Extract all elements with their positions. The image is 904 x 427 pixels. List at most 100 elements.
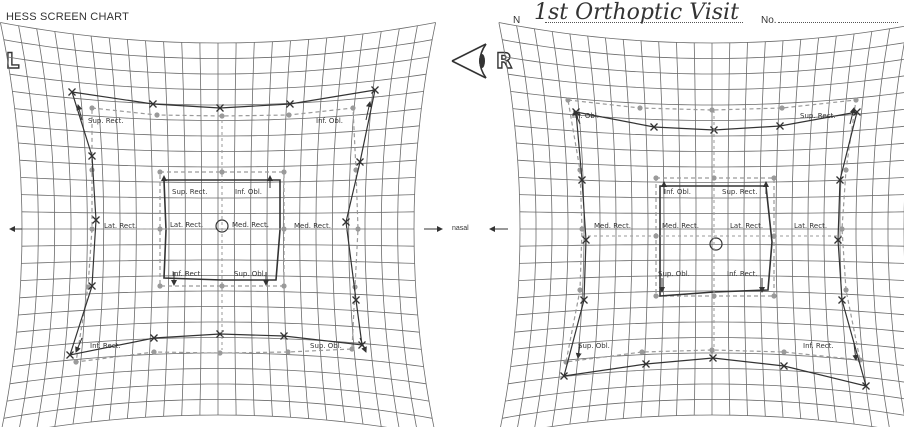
grid-line bbox=[518, 275, 904, 281]
left-chart-labels: Sup. Rect. Inf. Obl. Lat. Rect. Med. Rec… bbox=[88, 117, 343, 350]
grid-line bbox=[510, 91, 904, 106]
reference-dot bbox=[355, 226, 361, 232]
left-outer-reference bbox=[75, 107, 359, 363]
plot-cross-mark bbox=[280, 332, 288, 340]
reference-dot bbox=[151, 349, 157, 355]
name-dotted-line bbox=[545, 22, 743, 23]
grid-line bbox=[519, 259, 904, 264]
reference-dot bbox=[219, 283, 225, 289]
grid-line bbox=[19, 290, 417, 299]
grid-line bbox=[14, 337, 422, 350]
left-outer-label: Sup. Rect. bbox=[88, 117, 123, 125]
grid-line bbox=[516, 142, 904, 152]
grid-line bbox=[413, 22, 436, 427]
reference-dot bbox=[219, 113, 225, 119]
grid-line bbox=[20, 275, 416, 281]
grid-line bbox=[36, 28, 56, 427]
reference-dot bbox=[219, 169, 225, 175]
left-inner-label: Lat. Rect. bbox=[170, 221, 203, 229]
grid-line bbox=[3, 39, 433, 59]
grid-line bbox=[502, 39, 904, 59]
name-label: N bbox=[513, 15, 521, 26]
right-hess-grid bbox=[498, 22, 904, 427]
plot-cross-mark bbox=[862, 382, 870, 390]
reference-dot bbox=[89, 167, 95, 173]
reference-dot bbox=[639, 349, 645, 355]
nasal-label: nasal bbox=[452, 225, 469, 232]
reference-dot bbox=[771, 293, 777, 299]
left-inner-plot bbox=[163, 179, 281, 281]
plot-cross-mark bbox=[578, 176, 586, 184]
reference-dot bbox=[281, 169, 287, 175]
grid-line bbox=[12, 91, 424, 106]
left-inner-label: Inf. Obl. bbox=[235, 188, 262, 196]
grid-line bbox=[18, 142, 418, 152]
grid-line bbox=[498, 22, 521, 427]
name-value[interactable]: 1st Orthoptic Visit bbox=[534, 0, 739, 25]
right-inner-plot bbox=[659, 185, 773, 297]
deviation-arrow bbox=[76, 104, 83, 121]
right-outer-reference bbox=[565, 99, 861, 363]
grid-line bbox=[9, 73, 427, 90]
grid-line bbox=[502, 399, 904, 419]
reference-dot bbox=[637, 105, 643, 111]
grid-line bbox=[517, 159, 904, 168]
grid-line bbox=[514, 321, 904, 333]
page-title: HESS SCREEN CHART bbox=[6, 11, 129, 23]
right-inner-label: Sup. Rect. bbox=[722, 188, 757, 196]
number-dotted-line[interactable] bbox=[778, 22, 898, 23]
grid-line bbox=[518, 177, 904, 183]
grid-line bbox=[505, 383, 904, 402]
reference-dot bbox=[73, 359, 79, 365]
right-chart-labels: Inf. Obl. Sup. Rect. Med. Rect. Lat. Rec… bbox=[572, 112, 835, 350]
grid-line bbox=[508, 73, 904, 90]
reference-dot bbox=[286, 112, 292, 118]
grid-line bbox=[9, 368, 427, 385]
plot-cross-mark bbox=[149, 100, 157, 108]
deviation-arrow bbox=[852, 343, 859, 361]
reference-dot bbox=[349, 346, 355, 352]
grid-line bbox=[21, 194, 415, 199]
right-outer-label: Lat. Rect. bbox=[794, 222, 827, 230]
right-inner-label: Sup. Obl. bbox=[658, 270, 690, 278]
grid-line bbox=[380, 28, 400, 427]
plot-cross-mark bbox=[650, 123, 658, 131]
plot-cross-mark bbox=[286, 100, 294, 108]
right-outer-label: Inf. Obl. bbox=[572, 112, 599, 120]
reference-dot bbox=[779, 105, 785, 111]
plot-cross-mark bbox=[356, 158, 364, 166]
grid-line bbox=[512, 337, 904, 350]
grid-line bbox=[18, 25, 39, 427]
right-outer-label: Med. Rect. bbox=[594, 222, 631, 230]
left-outer-label: Sup. Obl. bbox=[310, 342, 342, 350]
plot-cross-mark bbox=[776, 122, 784, 130]
right-centre-mark bbox=[709, 237, 723, 251]
plot-cross-mark bbox=[838, 296, 846, 304]
right-inner-label: Med. Rect. bbox=[662, 222, 699, 230]
left-outer-label: Med. Rect. bbox=[294, 222, 331, 230]
left-inner-label: Med. Rect. bbox=[232, 221, 269, 229]
reference-dot bbox=[285, 349, 291, 355]
grid-line bbox=[16, 321, 420, 333]
grid-line bbox=[48, 414, 388, 427]
plot-cross-mark bbox=[88, 282, 96, 290]
reference-dot bbox=[281, 283, 287, 289]
reference-dot bbox=[853, 97, 859, 103]
grid-line bbox=[510, 352, 904, 367]
right-outer-label: Sup. Obl. bbox=[578, 342, 610, 350]
reference-dot bbox=[350, 105, 356, 111]
reference-dot bbox=[157, 283, 163, 289]
plot-cross-mark bbox=[216, 104, 224, 112]
right-inner-reference bbox=[655, 177, 775, 297]
grid-line bbox=[546, 414, 878, 427]
reference-dot bbox=[565, 97, 571, 103]
plot-cross-mark bbox=[780, 362, 788, 370]
grid-line bbox=[6, 383, 430, 402]
reference-dot bbox=[653, 175, 659, 181]
right-inner-label: Inf. Obl. bbox=[664, 188, 691, 196]
right-outer-label: Inf. Rect. bbox=[803, 342, 834, 350]
grid-line bbox=[0, 22, 23, 427]
grid-line bbox=[20, 177, 416, 183]
grid-line bbox=[516, 25, 537, 427]
